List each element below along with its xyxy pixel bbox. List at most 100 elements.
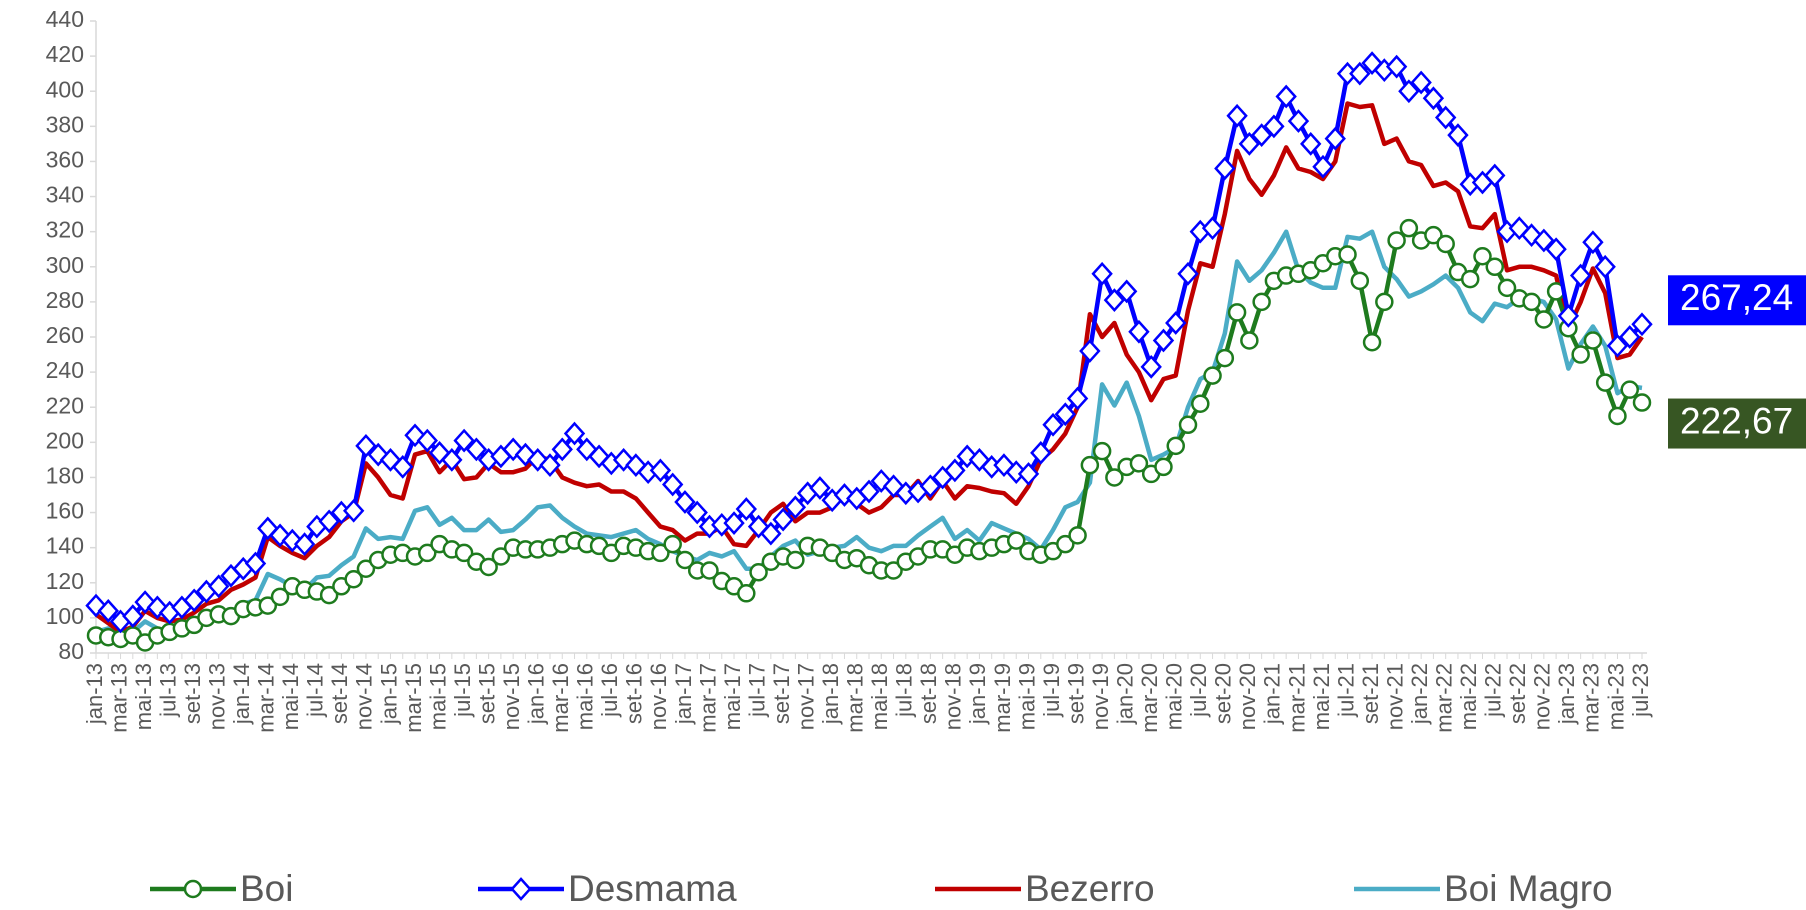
x-tick-label: mai-17 [720,663,745,730]
x-tick-label: set-14 [327,663,352,724]
point [1056,534,1075,554]
point [784,495,807,520]
x-tick-label: jul-17 [744,663,769,718]
point [625,453,647,478]
point [1619,325,1641,349]
y-tick-label: 140 [46,533,84,559]
x-tick-label: jul-14 [303,663,328,718]
point [418,543,437,563]
x-tick-label: jul-16 [597,663,622,718]
point [870,469,892,493]
point [944,458,966,483]
point [1312,154,1334,179]
point [392,455,414,479]
value-label-box [1668,275,1806,326]
point [1422,86,1445,111]
y-tick-label: 160 [46,498,84,524]
point [1287,109,1310,133]
x-tick-label: mar-16 [548,663,573,733]
x-tick-label: jul-20 [1186,663,1211,718]
point [675,550,695,570]
point [1140,354,1162,379]
point [1338,245,1357,264]
y-tick-label: 220 [46,392,84,418]
x-tick-label: mar-14 [254,663,279,733]
point [1005,460,1027,485]
x-tick-label: nov-14 [352,663,377,730]
x-tick-label: mar-21 [1284,663,1309,733]
point [1571,345,1590,364]
point [1631,312,1653,337]
point [1275,84,1297,109]
point [416,428,438,453]
x-tick-label: mar-19 [990,663,1015,733]
point [257,516,279,541]
x-tick-label: set-18 [916,663,941,724]
point [208,574,230,599]
point [1545,237,1567,262]
point [146,595,169,620]
x-tick-label: nov-21 [1382,663,1407,730]
point [1203,366,1222,385]
point [1424,225,1443,245]
y-tick-label: 300 [46,252,84,278]
y-tick-label: 420 [46,41,84,67]
point [355,433,377,458]
point [1042,412,1064,437]
point [1166,436,1185,456]
x-tick-label: mar-20 [1137,663,1162,733]
y-tick-label: 180 [46,463,84,489]
point [993,453,1015,478]
legend-label: Desmama [568,868,737,909]
x-tick-label: set-22 [1505,663,1530,724]
point [1201,216,1224,241]
point [663,534,682,554]
point [491,547,511,566]
series-line [95,225,1644,645]
y-tick-label: 400 [46,76,84,102]
point [884,561,903,580]
point [97,598,119,623]
x-tick-label: set-19 [1063,663,1088,724]
point [1350,271,1370,291]
point [510,877,532,901]
y-tick-label: 320 [46,217,84,243]
point [737,584,756,603]
point [453,428,475,453]
point [662,472,684,497]
point [344,570,363,589]
point [1238,132,1261,156]
point [1263,114,1285,139]
point [1557,304,1580,328]
x-tick-label: mai-16 [573,663,598,730]
x-tick-label: mar-23 [1579,663,1604,733]
point [1349,61,1371,86]
value-label: 222,67 [1680,400,1793,441]
point [1569,263,1592,288]
point [318,509,340,534]
point [809,476,831,500]
y-tick-label: 260 [46,322,84,348]
point [1608,406,1627,426]
legend-label: Boi Magro [1444,868,1613,909]
x-tick-label: jul-21 [1333,663,1358,718]
point [539,453,561,478]
x-tick-label: jul-23 [1628,663,1653,718]
point [356,559,376,578]
point [956,444,978,469]
point [1178,415,1198,435]
point [1191,394,1210,413]
point [1582,230,1604,255]
x-tick-label: jan-23 [1554,663,1579,725]
point [1533,228,1555,253]
x-tick-label: jul-18 [892,663,917,718]
point [1129,454,1149,473]
x-tick-label: nov-22 [1530,663,1555,730]
x-tick-label: nov-13 [205,663,230,730]
point [1092,441,1112,461]
point [1434,105,1457,130]
x-tick-label: mar-22 [1431,663,1456,733]
point [1115,279,1138,304]
point [441,448,463,472]
